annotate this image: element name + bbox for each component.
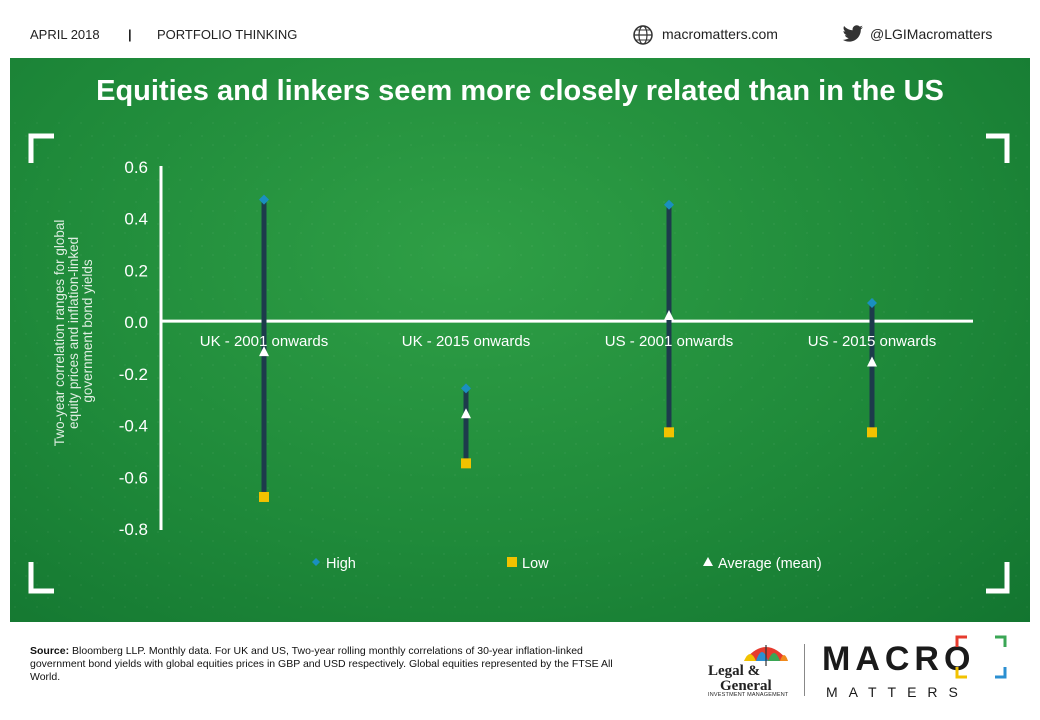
top-bar: APRIL 2018 | PORTFOLIO THINKING macromat… <box>0 0 1040 58</box>
panel-texture <box>10 118 1030 618</box>
low-marker <box>461 458 471 469</box>
y-tick-label: 0.6 <box>124 158 148 177</box>
lg-logo-subtitle: INVESTMENT MANAGEMENT <box>708 692 789 698</box>
header-section: PORTFOLIO THINKING <box>157 27 298 42</box>
logo-divider <box>804 644 805 696</box>
twitter-handle[interactable]: @LGIMacromatters <box>870 26 993 42</box>
y-tick-label: -0.8 <box>119 520 148 539</box>
bracket-top-right <box>986 133 1010 163</box>
category-label: US - 2015 onwards <box>808 333 936 350</box>
low-marker <box>867 427 877 438</box>
legend-low-swatch <box>507 557 517 567</box>
data-markers <box>259 194 877 502</box>
y-tick-label: 0.2 <box>124 261 148 280</box>
average-marker <box>867 356 877 367</box>
y-tick-label: 0.4 <box>124 210 148 229</box>
lg-logo-line2: General <box>720 678 772 694</box>
legend-label: Average (mean) <box>718 556 822 572</box>
y-axis-label: Two-year correlation ranges for global e… <box>52 216 95 446</box>
high-marker <box>461 383 471 394</box>
globe-icon <box>633 25 653 45</box>
high-marker <box>259 194 269 205</box>
lg-logo-line1: Legal & <box>708 663 761 679</box>
bracket-bottom-right <box>986 562 1010 594</box>
legend-average-swatch <box>703 557 713 566</box>
high-marker <box>664 199 674 210</box>
footer <box>0 622 1040 720</box>
header-separator: | <box>128 27 132 42</box>
average-marker <box>461 408 471 419</box>
source-label: Source: <box>30 645 70 657</box>
chart-svg: 0.6 0.4 0.2 0.0 -0.2 -0.4 -0.6 -0.8 UK - 2001 o… <box>10 118 1030 618</box>
corner-brackets <box>28 133 1010 594</box>
header-date: APRIL 2018 <box>30 27 100 42</box>
y-tick-label: -0.4 <box>119 417 148 436</box>
bracket-top-left <box>28 133 54 163</box>
chart-title: Equities and linkers seem more closely r… <box>96 75 944 107</box>
average-marker <box>259 346 269 357</box>
twitter-bird-icon <box>842 25 863 42</box>
y-tick-label: -0.2 <box>119 365 148 384</box>
y-tick-label: -0.6 <box>119 468 148 487</box>
umbrella-icon <box>744 645 788 666</box>
category-labels: UK - 2001 onwards UK - 2015 onwards US - 2… <box>200 333 936 350</box>
low-marker <box>664 427 674 438</box>
y-tick-labels: 0.6 0.4 0.2 0.0 -0.2 -0.4 -0.6 -0.8 <box>119 158 148 539</box>
low-marker <box>259 491 269 502</box>
chart-legend: High Low Average (mean) <box>312 556 822 572</box>
category-label: US - 2001 onwards <box>605 333 733 350</box>
website-link[interactable]: macromatters.com <box>662 26 778 42</box>
macro-logo-frame-icon <box>955 635 1007 679</box>
y-tick-label: 0.0 <box>124 313 148 332</box>
legend-label: Low <box>522 556 549 572</box>
category-label: UK - 2001 onwards <box>200 333 328 350</box>
macro-logo-text: MACRO <box>822 640 976 678</box>
source-note: Source: Bloomberg LLP. Monthly data. For… <box>30 645 620 684</box>
category-label: UK - 2015 onwards <box>402 333 530 350</box>
average-marker <box>664 309 674 320</box>
legend-high-swatch <box>312 558 320 566</box>
bracket-bottom-left <box>28 562 54 594</box>
matters-logo-text: MATTERS <box>826 684 969 700</box>
legend-label: High <box>326 556 356 572</box>
source-text: Bloomberg LLP. Monthly data. For UK and … <box>30 645 613 683</box>
high-marker <box>867 298 877 309</box>
